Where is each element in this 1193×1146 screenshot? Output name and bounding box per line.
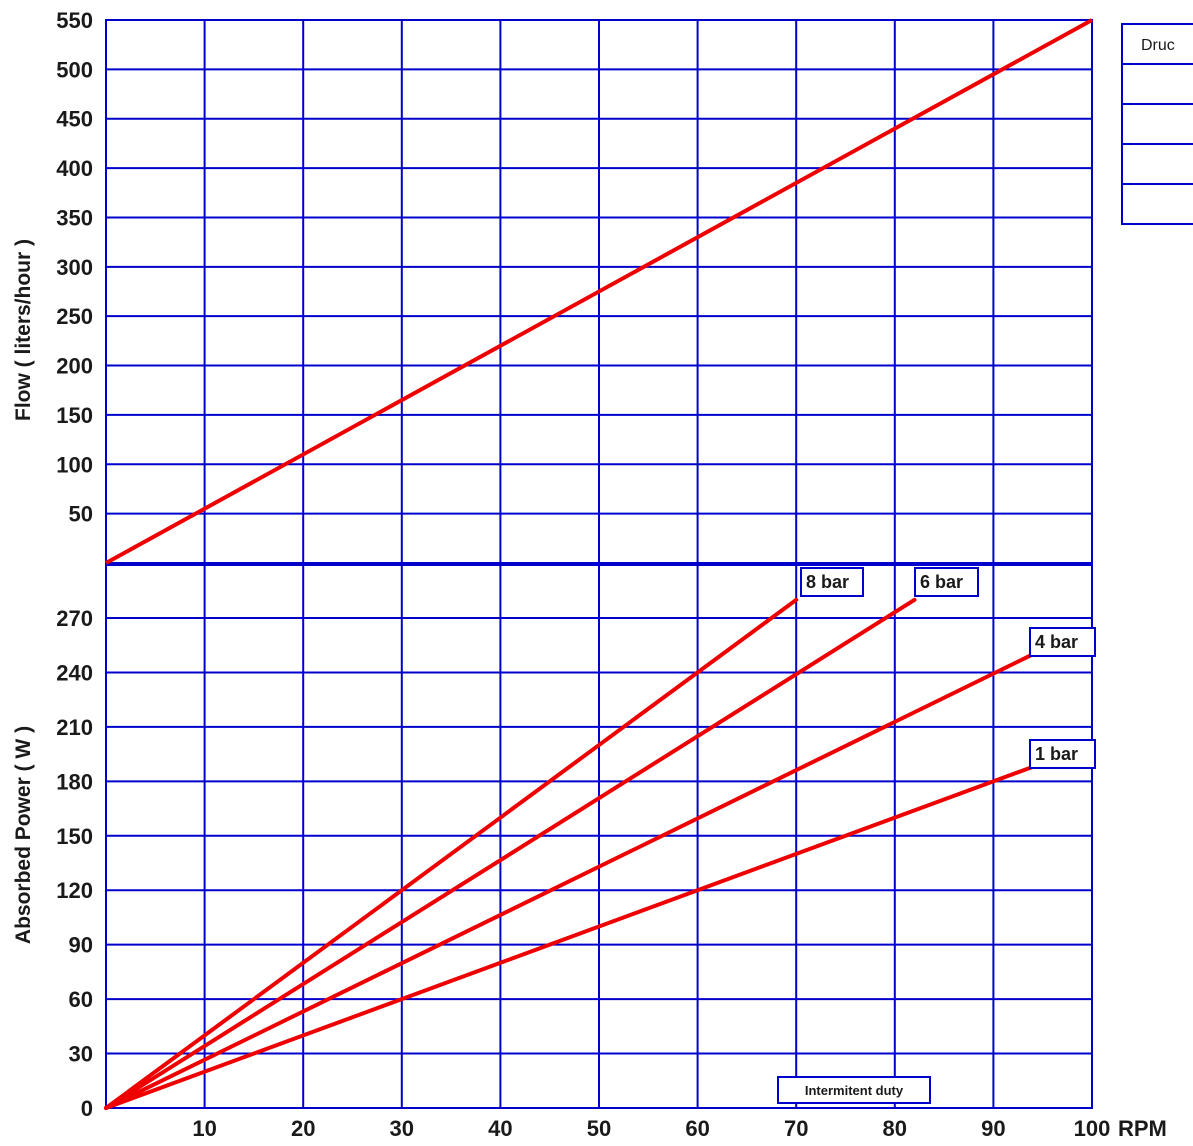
series-label-box-8-bar [800,567,864,597]
pressure-table-header: Druc [1141,37,1175,54]
x-tick-label: 50 [587,1116,611,1141]
power-tick-label: 180 [56,769,93,794]
flow-tick-label: 150 [56,403,93,428]
power-tick-label: 120 [56,878,93,903]
flow-tick-label: 500 [56,57,93,82]
x-tick-label: 80 [883,1116,907,1141]
power-tick-label: 210 [56,715,93,740]
intermittent-duty-note: Intermitent duty [777,1076,931,1104]
x-tick-label: 60 [685,1116,709,1141]
power-grid [105,562,1093,1109]
flow-tick-label: 450 [56,107,93,132]
flow-axis-title: Flow ( liters/hour ) [12,239,35,421]
power-tick-label: 150 [56,824,93,849]
power-tick-label: 270 [56,606,93,631]
flow-line [105,18,1093,565]
power-tick-label: 0 [81,1096,93,1121]
flow-grid [105,19,1093,564]
power-line-8-bar [104,597,799,1110]
series-label-box-6-bar [914,567,979,597]
flow-tick-label: 300 [56,255,93,280]
power-tick-label: 90 [69,933,93,958]
power-tick-label: 240 [56,660,93,685]
data-lines: 8 bar 6 bar 4 bar 1 bar [104,18,1096,1110]
x-tick-label: 70 [784,1116,808,1141]
x-tick-label: 20 [291,1116,315,1141]
power-panel-frame [105,562,1093,1109]
x-tick-label: 30 [390,1116,414,1141]
series-label-4-bar: 4 bar [1035,632,1078,652]
series-label-box-4-bar [1029,627,1096,657]
power-line-4-bar [104,652,1035,1110]
series-label-1-bar: 1 bar [1035,744,1078,764]
power-line-6-bar [104,597,917,1110]
power-tick-label: 60 [69,987,93,1012]
flow-tick-label: 100 [56,452,93,477]
x-tick-label: 90 [981,1116,1005,1141]
x-tick-label: 100 [1074,1116,1111,1141]
series-label-8-bar: 8 bar [806,572,849,592]
flow-tick-label: 250 [56,304,93,329]
series-label-box-1-bar [1029,739,1096,769]
power-axis-title: Absorbed Power ( W ) [12,726,35,944]
power-line-1-bar [104,764,1035,1110]
pressure-table: Druc [1121,23,1193,225]
intermittent-duty-text: Intermitent duty [805,1083,904,1098]
tick-labels: 50 100 150 200 250 300 350 400 450 500 550 0 30 60 90 1… [56,8,1167,1141]
power-tick-label: 30 [69,1042,93,1067]
x-tick-label: 10 [192,1116,216,1141]
flow-tick-label: 350 [56,205,93,230]
flow-tick-label: 50 [69,502,93,527]
flow-tick-label: 200 [56,354,93,379]
series-label-6-bar: 6 bar [920,572,963,592]
flow-tick-label: 550 [56,8,93,33]
flow-tick-label: 400 [56,156,93,181]
x-tick-label: 40 [488,1116,512,1141]
x-axis-title: RPM [1118,1116,1167,1141]
